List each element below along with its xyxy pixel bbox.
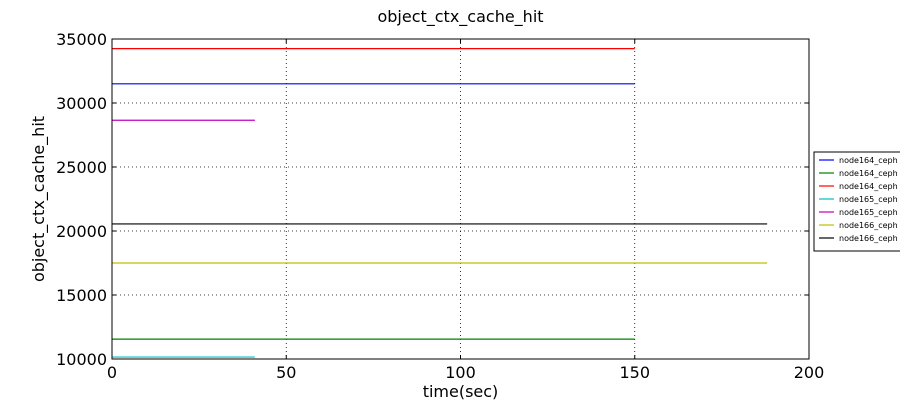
legend-label: node165_ceph xyxy=(839,195,898,204)
x-tick-label: 150 xyxy=(619,363,650,382)
y-tick-label: 15000 xyxy=(56,286,107,305)
y-axis-label: object_ctx_cache_hit xyxy=(29,116,49,282)
x-axis-label: time(sec) xyxy=(423,382,499,400)
legend-entries: node164_ceph node164_ceph node164_cephnode… xyxy=(819,156,898,243)
x-tick-label: 100 xyxy=(445,363,476,382)
legend-box xyxy=(813,151,900,252)
x-tick-label: 50 xyxy=(276,363,296,382)
legend-label: node166_ceph xyxy=(839,234,898,243)
y-tick-label: 20000 xyxy=(56,222,107,241)
ticks xyxy=(111,38,810,360)
legend-label: node164_ceph xyxy=(839,182,898,191)
legend-label: node166_ceph xyxy=(839,221,898,230)
legend-label: node164_ceph xyxy=(839,169,898,178)
legend: node164_ceph node164_ceph node164_cephnode… xyxy=(813,151,900,252)
y-tick-label: 25000 xyxy=(56,158,107,177)
y-tick-label: 10000 xyxy=(56,350,107,369)
y-tick-label: 30000 xyxy=(56,94,107,113)
y-tick-label: 35000 xyxy=(56,30,107,49)
grid xyxy=(112,39,809,359)
series-layer xyxy=(112,47,768,358)
x-tick-label: 200 xyxy=(794,363,825,382)
chart-title: object_ctx_cache_hit xyxy=(377,7,543,27)
x-tick-labels: 0 50 100 150 200 xyxy=(107,363,824,382)
legend-label: node164_ceph xyxy=(839,156,898,165)
x-tick-label: 0 xyxy=(107,363,117,382)
legend-label: node165_ceph xyxy=(839,208,898,217)
y-tick-labels: 10000 15000 20000 25000 30000 35000 xyxy=(56,30,107,369)
